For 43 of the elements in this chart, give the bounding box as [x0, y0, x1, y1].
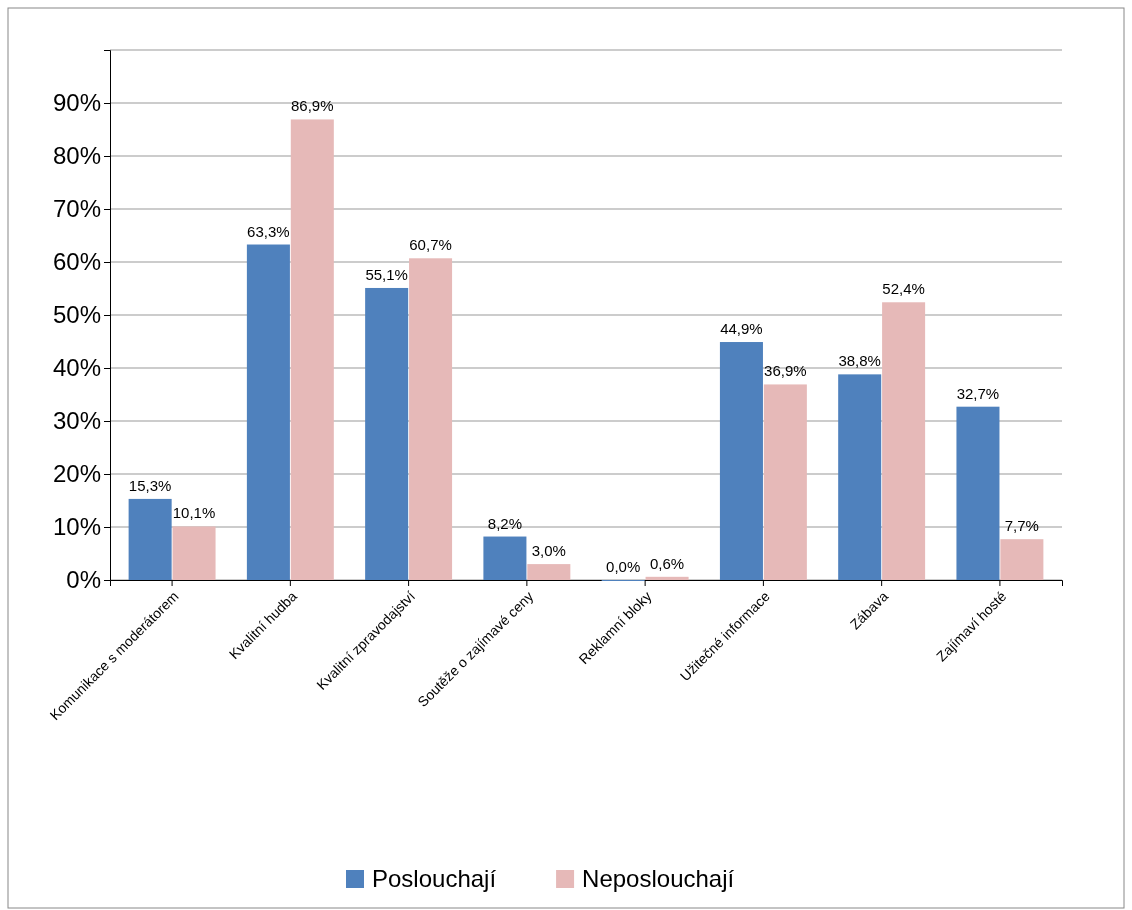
y-tick-label: 70% [52, 195, 101, 223]
bar [719, 342, 763, 580]
y-tick-label: 80% [52, 142, 101, 170]
bar [128, 498, 172, 580]
data-label: 36,9% [764, 362, 807, 380]
data-label: 10,1% [172, 504, 216, 522]
y-tick-label: 40% [52, 354, 101, 382]
legend-label: Poslouchají [372, 865, 497, 892]
data-label: 38,8% [838, 352, 881, 370]
data-label: 86,9% [291, 97, 334, 115]
bar [483, 536, 527, 580]
data-label: 55,1% [365, 265, 408, 283]
data-label: 63,3% [247, 222, 290, 240]
bar [527, 564, 571, 580]
bar [838, 374, 882, 580]
legend-label: Neposlouchají [582, 865, 735, 892]
bar [290, 119, 334, 580]
bar [246, 244, 290, 580]
data-label: 44,9% [720, 320, 763, 338]
data-label: 3,0% [531, 542, 566, 560]
bar [763, 384, 807, 580]
bar [1000, 539, 1044, 580]
bar [409, 258, 453, 580]
data-label: 60,7% [409, 236, 452, 254]
y-tick-label: 30% [52, 407, 101, 435]
bar [365, 287, 409, 580]
y-tick-label: 50% [52, 301, 101, 329]
data-label: 7,7% [1004, 517, 1039, 535]
y-tick-label: 90% [52, 89, 101, 117]
data-label: 15,3% [128, 476, 172, 494]
y-tick-label: 10% [52, 513, 101, 541]
bar [172, 526, 216, 580]
y-tick-label: 20% [52, 460, 101, 488]
y-tick-label: 60% [52, 248, 101, 276]
bar [956, 406, 1000, 580]
bar [645, 576, 689, 580]
data-label: 52,4% [882, 280, 925, 298]
data-label: 32,7% [956, 384, 1000, 402]
data-label: 0,0% [606, 558, 641, 575]
bar [882, 302, 926, 580]
data-label: 0,6% [649, 554, 685, 572]
data-label: 8,2% [487, 514, 523, 532]
y-tick-label: 0% [66, 566, 101, 594]
